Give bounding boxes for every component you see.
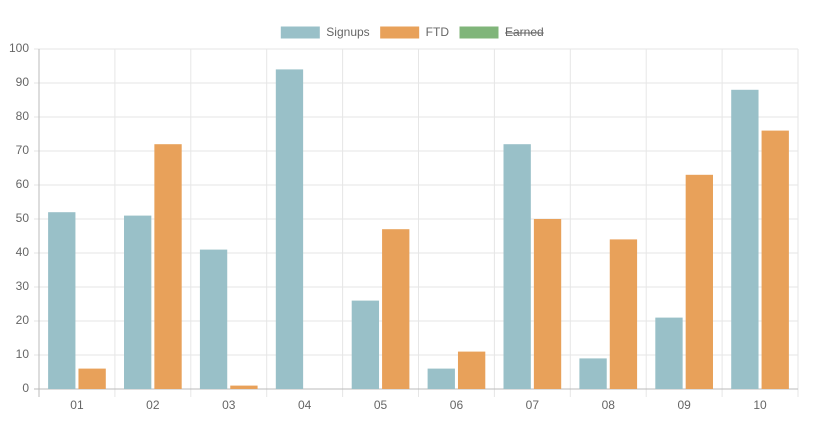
x-tick-label: 05 bbox=[374, 398, 388, 412]
legend-label[interactable]: Signups bbox=[326, 25, 369, 39]
bar bbox=[685, 174, 713, 389]
bar bbox=[761, 130, 789, 389]
y-tick-label: 0 bbox=[22, 381, 29, 395]
x-tick-label: 03 bbox=[222, 398, 236, 412]
bar bbox=[48, 212, 76, 389]
x-tick-label: 10 bbox=[753, 398, 767, 412]
x-tick-label: 02 bbox=[146, 398, 160, 412]
x-tick-label: 08 bbox=[602, 398, 616, 412]
bar bbox=[154, 144, 182, 389]
bar bbox=[579, 358, 607, 389]
bar bbox=[533, 219, 562, 389]
legend-label[interactable]: Earned bbox=[505, 25, 544, 39]
bar bbox=[731, 89, 759, 390]
y-tick-label: 70 bbox=[16, 143, 30, 157]
x-tick-label: 09 bbox=[677, 398, 691, 412]
x-tick-label: 06 bbox=[450, 398, 464, 412]
y-tick-label: 20 bbox=[16, 313, 30, 327]
y-tick-label: 60 bbox=[16, 177, 30, 191]
bar bbox=[609, 239, 638, 389]
y-tick-label: 40 bbox=[16, 245, 30, 259]
legend-swatch[interactable] bbox=[379, 25, 421, 40]
bar bbox=[427, 368, 455, 389]
bar bbox=[382, 229, 410, 389]
bar bbox=[230, 385, 258, 389]
y-tick-label: 30 bbox=[16, 279, 30, 293]
bar bbox=[78, 368, 106, 389]
x-tick-label: 07 bbox=[526, 398, 540, 412]
bar bbox=[199, 249, 228, 389]
legend-label[interactable]: FTD bbox=[426, 25, 450, 39]
bar bbox=[124, 215, 152, 389]
x-tick-label: 01 bbox=[70, 398, 84, 412]
legend-swatch[interactable] bbox=[279, 25, 321, 40]
y-tick-label: 80 bbox=[16, 109, 30, 123]
y-tick-label: 10 bbox=[16, 347, 30, 361]
bar bbox=[275, 69, 304, 390]
y-tick-label: 90 bbox=[16, 75, 30, 89]
bar bbox=[457, 351, 486, 389]
bar bbox=[503, 144, 531, 389]
legend-swatch[interactable] bbox=[458, 25, 500, 40]
y-tick-label: 50 bbox=[16, 211, 30, 225]
x-tick-label: 04 bbox=[298, 398, 312, 412]
bar bbox=[351, 300, 380, 389]
bar bbox=[655, 317, 683, 389]
y-tick-label: 100 bbox=[9, 41, 29, 55]
